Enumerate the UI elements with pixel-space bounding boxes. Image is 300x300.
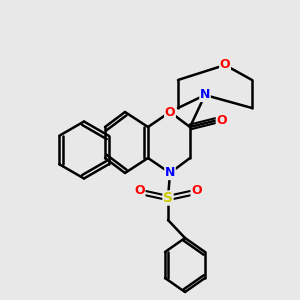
Text: O: O: [216, 113, 227, 127]
Text: S: S: [163, 191, 173, 205]
Text: O: O: [220, 58, 230, 71]
Text: O: O: [191, 184, 202, 197]
Text: O: O: [134, 184, 145, 197]
Text: O: O: [165, 106, 175, 118]
Text: N: N: [200, 88, 210, 101]
Text: N: N: [165, 167, 175, 179]
